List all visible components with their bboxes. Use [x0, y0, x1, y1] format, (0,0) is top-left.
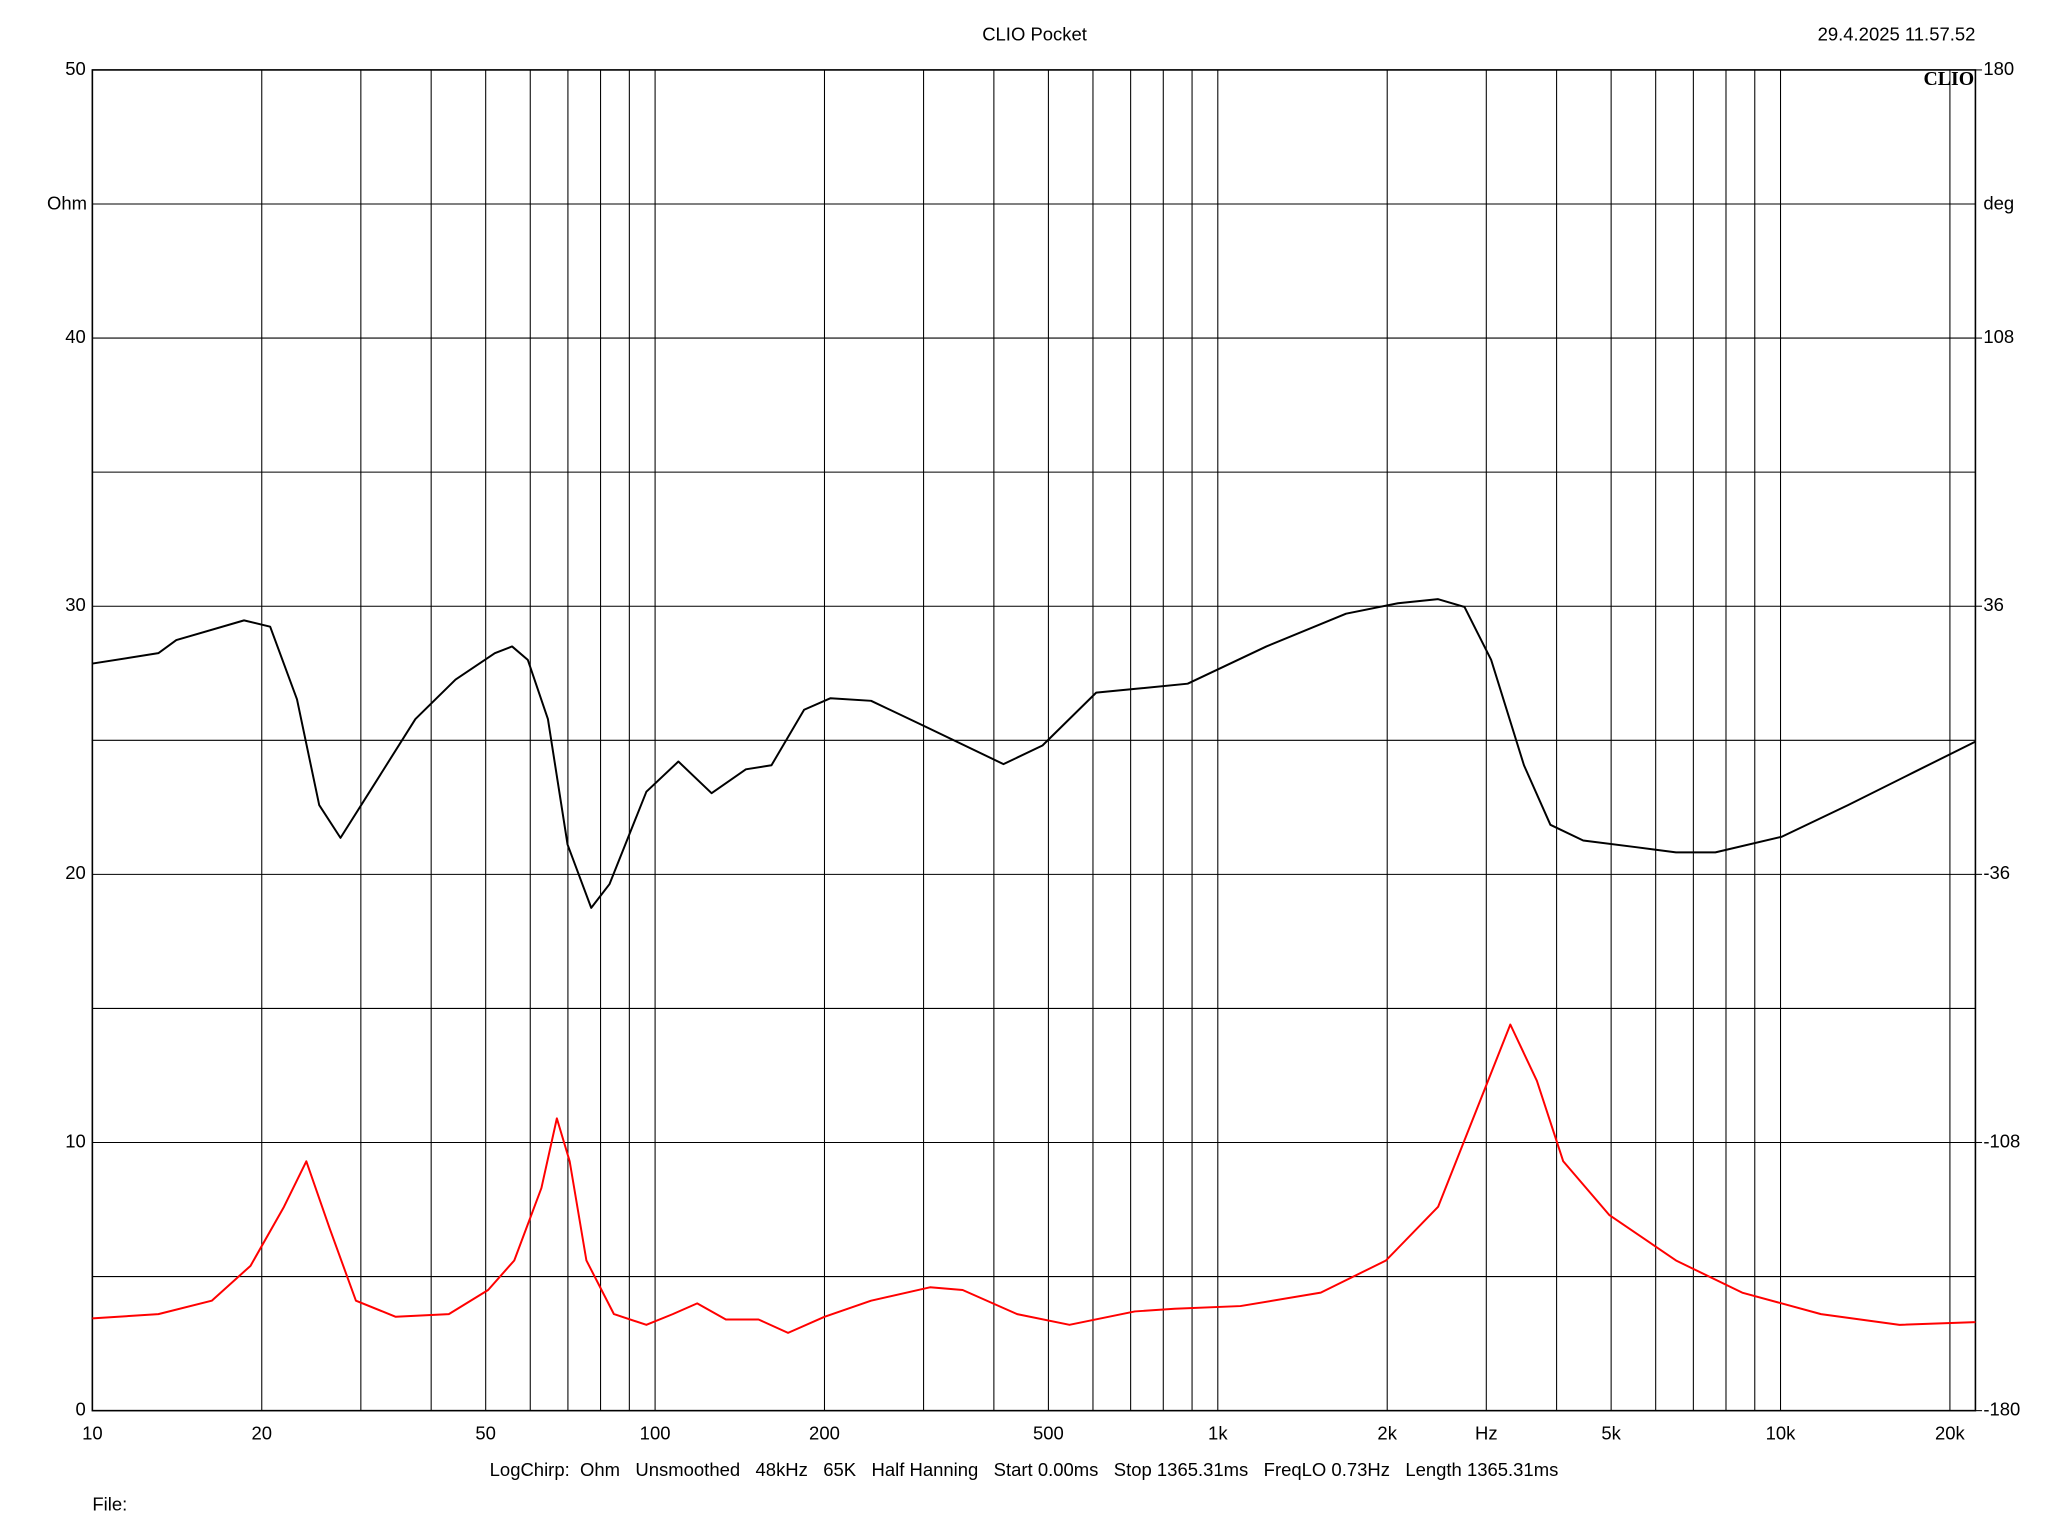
x-tick-label: 20	[251, 1422, 272, 1443]
y-axis-label: Ohm	[47, 192, 87, 213]
x-tick-label: 200	[809, 1422, 840, 1443]
y2-tick-label: 36	[1983, 594, 2004, 615]
x-tick-label: 50	[475, 1422, 496, 1443]
chart-title: CLIO Pocket	[982, 24, 1087, 45]
x-axis-label: Hz	[1475, 1422, 1498, 1443]
data-line	[92, 598, 1976, 909]
logo: CLIO	[1924, 68, 1975, 90]
y-tick-label: 30	[65, 594, 86, 615]
x-tick-label: 20k	[1935, 1422, 1966, 1443]
y-tick-label: 50	[65, 58, 86, 79]
y2-tick-label: 108	[1983, 326, 2014, 347]
x-tick-label: 2k	[1377, 1422, 1397, 1443]
y2-tick-label: 180	[1983, 58, 2014, 79]
x-tick-label: 10k	[1766, 1422, 1797, 1443]
data-line	[92, 1023, 1976, 1334]
y-tick-label: 40	[65, 326, 86, 347]
y2-axis-label: deg	[1983, 192, 2014, 213]
footer: LogChirp: Ohm Unsmoothed 48kHz 65K Half …	[490, 1459, 1559, 1480]
y-tick-label: 0	[75, 1399, 85, 1420]
x-tick-label: 500	[1033, 1422, 1064, 1443]
y-tick-label: 10	[65, 1130, 86, 1151]
y2-tick-label: -108	[1983, 1130, 2020, 1151]
timestamp: 29.4.2025 11.57.52	[1818, 24, 1976, 45]
y2-tick-label: -180	[1983, 1399, 2020, 1420]
x-tick-label: 10	[82, 1422, 103, 1443]
x-tick-label: 100	[640, 1422, 671, 1443]
y-tick-label: 20	[65, 862, 86, 883]
x-tick-label: 1k	[1208, 1422, 1228, 1443]
plot-frame	[91, 69, 1977, 1412]
x-tick-label: 5k	[1601, 1422, 1621, 1443]
y2-tick-label: -36	[1983, 862, 2010, 883]
file-label: File:	[92, 1494, 127, 1515]
